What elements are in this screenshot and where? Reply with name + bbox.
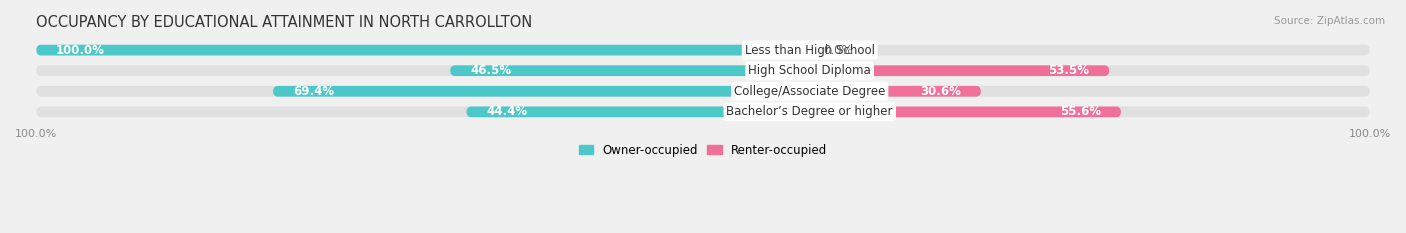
Text: OCCUPANCY BY EDUCATIONAL ATTAINMENT IN NORTH CARROLLTON: OCCUPANCY BY EDUCATIONAL ATTAINMENT IN N… [37, 15, 533, 30]
Text: Less than High School: Less than High School [745, 44, 875, 57]
FancyBboxPatch shape [810, 106, 1121, 117]
Text: 46.5%: 46.5% [470, 64, 512, 77]
FancyBboxPatch shape [810, 65, 1109, 76]
Text: 69.4%: 69.4% [292, 85, 335, 98]
Text: 0.0%: 0.0% [823, 44, 852, 57]
FancyBboxPatch shape [37, 86, 1369, 97]
Text: Bachelor’s Degree or higher: Bachelor’s Degree or higher [727, 105, 893, 118]
FancyBboxPatch shape [810, 86, 981, 97]
FancyBboxPatch shape [273, 86, 810, 97]
FancyBboxPatch shape [37, 45, 810, 55]
Text: Source: ZipAtlas.com: Source: ZipAtlas.com [1274, 16, 1385, 26]
FancyBboxPatch shape [450, 65, 810, 76]
Text: 100.0%: 100.0% [56, 44, 105, 57]
FancyBboxPatch shape [37, 65, 1369, 76]
FancyBboxPatch shape [467, 106, 810, 117]
Text: 44.4%: 44.4% [486, 105, 527, 118]
Text: 55.6%: 55.6% [1060, 105, 1101, 118]
FancyBboxPatch shape [37, 45, 1369, 55]
Text: College/Associate Degree: College/Associate Degree [734, 85, 886, 98]
Text: 30.6%: 30.6% [921, 85, 962, 98]
Legend: Owner-occupied, Renter-occupied: Owner-occupied, Renter-occupied [579, 144, 827, 157]
Text: High School Diploma: High School Diploma [748, 64, 872, 77]
FancyBboxPatch shape [37, 106, 1369, 117]
Text: 53.5%: 53.5% [1049, 64, 1090, 77]
